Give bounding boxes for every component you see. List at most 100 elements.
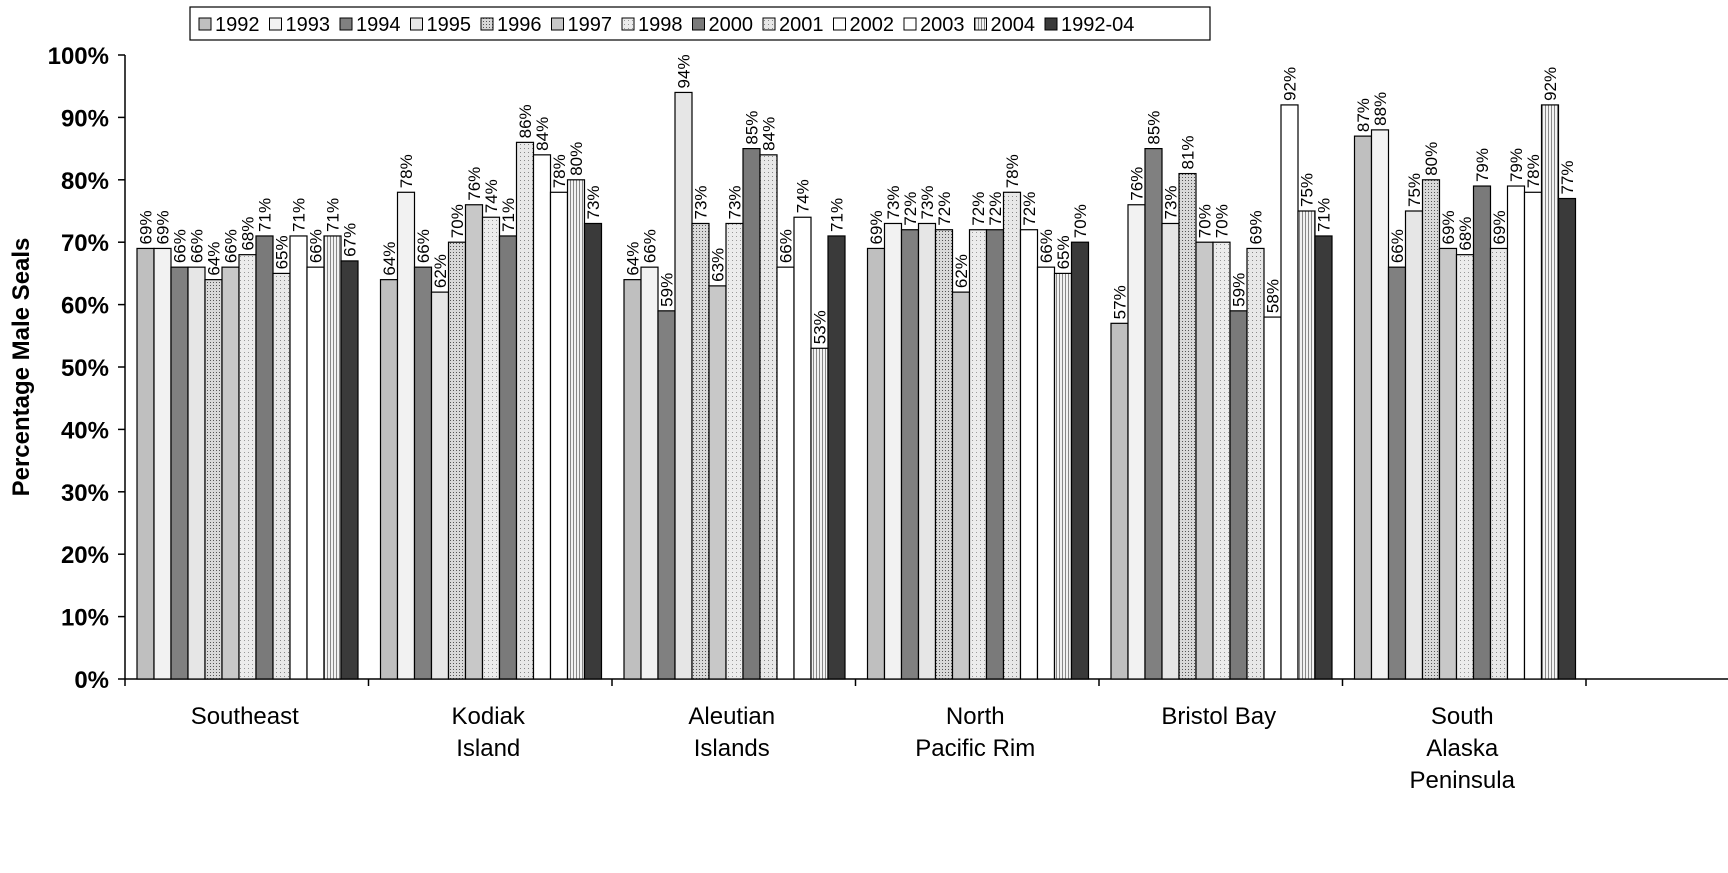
bar-1997-2 — [708, 285, 727, 680]
y-tick-label: 0% — [74, 667, 109, 694]
legend-swatch — [410, 17, 423, 31]
bar-2000-5 — [1472, 185, 1492, 680]
legend-entry: 1998 — [638, 14, 683, 36]
bar-1998-4 — [1212, 241, 1231, 680]
bar-1997-0 — [221, 266, 240, 680]
bar-1992-04-1 — [583, 222, 603, 680]
bar-1996-4 — [1178, 172, 1197, 680]
bar-2000-2 — [742, 148, 761, 680]
bar-2001-5 — [1489, 247, 1509, 680]
legend-entry: 2002 — [850, 14, 895, 36]
data-label: 65% — [273, 235, 292, 269]
y-tick-label: 90% — [61, 105, 109, 132]
legend-entry: 2000 — [709, 14, 754, 36]
bar-1998-0 — [238, 254, 257, 680]
bar-2000-0 — [255, 235, 274, 680]
data-label: 77% — [1558, 160, 1577, 194]
bar-1998-5 — [1455, 254, 1475, 680]
bar-2004-4 — [1297, 210, 1316, 680]
bar-2002-1 — [532, 154, 552, 680]
data-label: 66% — [188, 229, 207, 263]
category-label: Southeast — [191, 703, 299, 730]
category-label: Bristol Bay — [1161, 703, 1276, 730]
bar-2003-4 — [1280, 104, 1299, 680]
data-label: 78% — [550, 154, 569, 188]
y-tick-label: 100% — [48, 43, 109, 70]
bar-1992-04-4 — [1314, 235, 1333, 680]
bar-1995-0 — [187, 266, 206, 680]
category-label: Kodiak Island — [452, 703, 526, 762]
bar-1992-04-3 — [1070, 241, 1090, 680]
bar-1993-3 — [883, 222, 903, 680]
data-label: 66% — [222, 229, 241, 263]
data-label: 94% — [675, 54, 694, 88]
data-label: 79% — [1507, 148, 1526, 182]
bar-2001-3 — [1002, 191, 1022, 680]
data-label: 64% — [380, 242, 399, 276]
data-label: 70% — [1196, 204, 1215, 238]
bar-1996-2 — [691, 222, 710, 680]
bar-2004-1 — [566, 179, 586, 680]
legend-entry: 1996 — [497, 14, 542, 36]
bar-2004-0 — [323, 235, 342, 680]
data-label: 78% — [1003, 154, 1022, 188]
bar-2002-4 — [1263, 316, 1282, 680]
data-label: 71% — [1315, 198, 1334, 232]
bar-1992-3 — [866, 247, 886, 680]
legend-swatch — [974, 17, 987, 31]
bars — [136, 91, 1577, 680]
data-label: 57% — [1111, 285, 1130, 319]
data-label: 66% — [171, 229, 190, 263]
legend-swatch — [551, 17, 564, 31]
data-label: 85% — [1145, 111, 1164, 145]
bar-1994-1 — [413, 266, 433, 680]
y-tick-label: 20% — [61, 542, 109, 569]
legend-entry: 1997 — [568, 14, 613, 36]
legend-swatch — [339, 17, 353, 31]
bar-2001-4 — [1246, 247, 1265, 680]
legend-entry: 1995 — [427, 14, 472, 36]
bar-1995-4 — [1161, 222, 1180, 680]
data-label: 70% — [1213, 204, 1232, 238]
bar-2001-1 — [515, 141, 535, 680]
bar-1998-2 — [725, 222, 744, 680]
bar-1992-04-2 — [827, 235, 846, 680]
data-label: 72% — [969, 192, 988, 226]
bar-1995-1 — [430, 291, 450, 680]
data-label: 88% — [1371, 92, 1390, 126]
bar-1992-2 — [623, 279, 642, 680]
data-label: 67% — [341, 223, 360, 257]
data-label: 66% — [307, 229, 326, 263]
data-label: 68% — [239, 217, 258, 251]
bar-1992-4 — [1110, 322, 1129, 680]
bar-1993-0 — [153, 247, 172, 680]
data-label: 70% — [448, 204, 467, 238]
data-label: 74% — [794, 179, 813, 213]
bar-1995-3 — [917, 222, 937, 680]
bar-1993-1 — [396, 191, 416, 680]
bar-1996-1 — [447, 241, 467, 680]
bar-1992-1 — [379, 279, 399, 680]
data-label: 64% — [205, 242, 224, 276]
data-label: 69% — [1439, 210, 1458, 244]
legend-entry: 1993 — [286, 14, 331, 36]
bar-2004-2 — [810, 347, 829, 680]
data-label: 66% — [1037, 229, 1056, 263]
data-label: 84% — [760, 117, 779, 151]
data-label: 71% — [828, 198, 847, 232]
data-label: 72% — [1020, 192, 1039, 226]
data-label: 69% — [154, 210, 173, 244]
data-label: 65% — [1054, 235, 1073, 269]
data-label: 72% — [901, 192, 920, 226]
y-tick-label: 50% — [61, 355, 109, 382]
bar-1996-0 — [204, 279, 223, 680]
data-label: 62% — [431, 254, 450, 288]
bar-2003-2 — [793, 216, 812, 680]
category-label: North Pacific Rim — [915, 703, 1035, 762]
data-label: 75% — [1405, 173, 1424, 207]
data-label: 53% — [811, 310, 830, 344]
bar-1994-5 — [1387, 266, 1407, 680]
bar-1996-3 — [934, 229, 954, 680]
data-label: 58% — [1264, 279, 1283, 313]
y-tick-label: 10% — [61, 605, 109, 632]
